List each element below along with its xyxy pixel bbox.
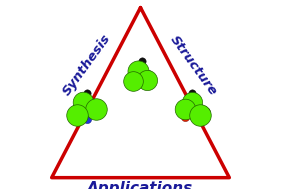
Point: [145, 78, 149, 81]
Point: [187, 104, 192, 107]
Point: [143, 82, 147, 85]
Point: [203, 110, 208, 113]
Point: [182, 112, 186, 115]
Point: [190, 100, 194, 103]
Point: [81, 95, 86, 98]
Point: [83, 108, 87, 111]
Point: [93, 108, 98, 111]
Point: [190, 92, 194, 95]
Point: [146, 73, 150, 76]
Point: [192, 95, 196, 98]
Point: [133, 76, 137, 79]
Point: [81, 112, 85, 115]
Point: [85, 117, 90, 120]
Point: [190, 112, 195, 115]
Point: [81, 101, 85, 104]
Point: [138, 64, 142, 67]
Point: [132, 72, 136, 75]
Point: [198, 107, 202, 110]
Point: [78, 116, 83, 119]
Point: [193, 107, 198, 110]
Text: Applications: Applications: [87, 180, 194, 189]
Point: [90, 112, 95, 115]
Point: [186, 112, 190, 115]
Point: [130, 80, 135, 83]
Point: [136, 70, 140, 73]
Point: [191, 116, 196, 119]
Point: [140, 60, 144, 63]
Point: [198, 113, 202, 116]
Point: [201, 107, 206, 110]
Point: [183, 108, 187, 111]
Point: [87, 104, 92, 107]
Point: [141, 73, 145, 76]
Text: Synthesis: Synthesis: [60, 32, 113, 98]
Point: [182, 115, 187, 119]
Point: [75, 113, 80, 116]
Point: [137, 77, 142, 81]
Point: [85, 91, 89, 94]
Point: [73, 107, 78, 110]
Text: Structure: Structure: [168, 33, 220, 98]
